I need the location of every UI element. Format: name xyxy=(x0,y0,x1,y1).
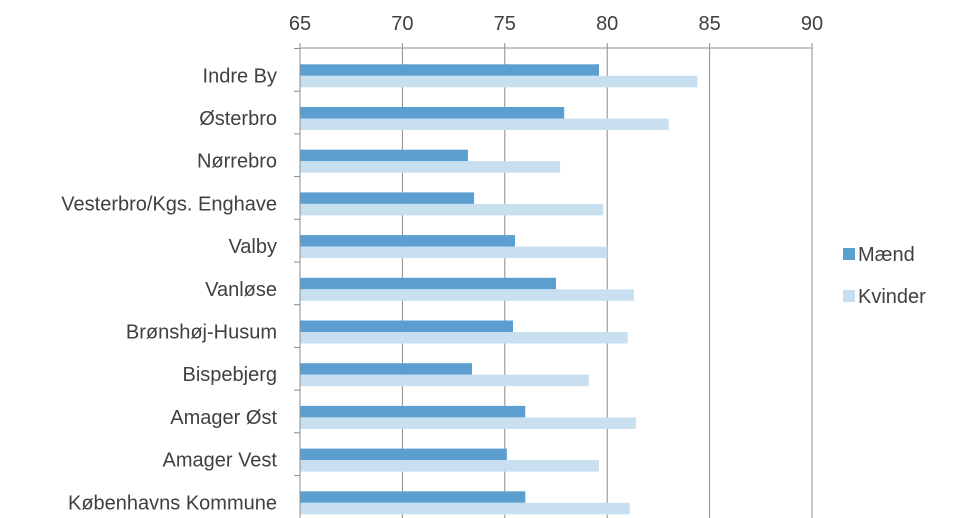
bar-kvinder-8 xyxy=(300,417,636,429)
bar-maend-10 xyxy=(300,491,526,503)
axes xyxy=(294,43,813,518)
category-label: Københavns Kommune xyxy=(68,492,277,514)
legend-swatch-kvinder xyxy=(843,290,855,302)
bar-kvinder-0 xyxy=(300,75,698,88)
category-label: Amager Vest xyxy=(162,450,277,472)
category-label: Vanløse xyxy=(205,279,277,301)
bar-kvinder-3 xyxy=(300,203,604,216)
x-tick-label: 80 xyxy=(596,13,618,35)
bar-kvinder-5 xyxy=(300,289,634,301)
bar-maend-2 xyxy=(300,149,468,162)
bar-maend-8 xyxy=(300,405,526,418)
category-label: Valby xyxy=(228,236,277,258)
category-label: Østerbro xyxy=(199,108,277,130)
bar-maend-4 xyxy=(300,235,516,247)
bar-maend-5 xyxy=(300,277,556,290)
legend-label-kvinder: Kvinder xyxy=(858,286,926,308)
bar-kvinder-9 xyxy=(300,460,600,472)
x-tick-label: 85 xyxy=(698,13,720,35)
bar-maend-1 xyxy=(300,107,565,119)
bar-maend-7 xyxy=(300,363,473,375)
category-label: Nørrebro xyxy=(197,151,277,173)
category-label: Bispebjerg xyxy=(182,364,277,386)
bar-maend-3 xyxy=(300,192,475,204)
x-tick-label: 65 xyxy=(289,13,311,35)
category-labels: Indre By Østerbro Nørrebro Vesterbro/Kgs. E… xyxy=(61,65,277,514)
x-tick-label: 70 xyxy=(391,13,413,35)
x-tick-labels: 65 70 75 80 85 90 xyxy=(289,13,823,35)
category-label: Amager Øst xyxy=(170,407,277,429)
legend-swatch-maend xyxy=(843,248,855,260)
x-tick-label: 75 xyxy=(494,13,516,35)
bar-kvinder-10 xyxy=(300,502,630,515)
bar-kvinder-2 xyxy=(300,161,561,173)
bar-maend-9 xyxy=(300,448,507,461)
bar-kvinder-1 xyxy=(300,118,669,130)
legend: Mænd Kvinder xyxy=(843,244,926,308)
legend-label-maend: Mænd xyxy=(858,244,915,266)
x-tick-label: 90 xyxy=(801,13,823,35)
bar-kvinder-4 xyxy=(300,246,608,259)
bar-maend-0 xyxy=(300,64,600,76)
category-label: Brønshøj-Husum xyxy=(126,322,277,344)
bar-kvinder-7 xyxy=(300,374,589,387)
bar-maend-6 xyxy=(300,320,513,332)
bar-kvinder-6 xyxy=(300,332,628,344)
category-label: Indre By xyxy=(203,65,277,87)
category-label: Vesterbro/Kgs. Enghave xyxy=(61,193,277,215)
bars xyxy=(300,64,698,515)
